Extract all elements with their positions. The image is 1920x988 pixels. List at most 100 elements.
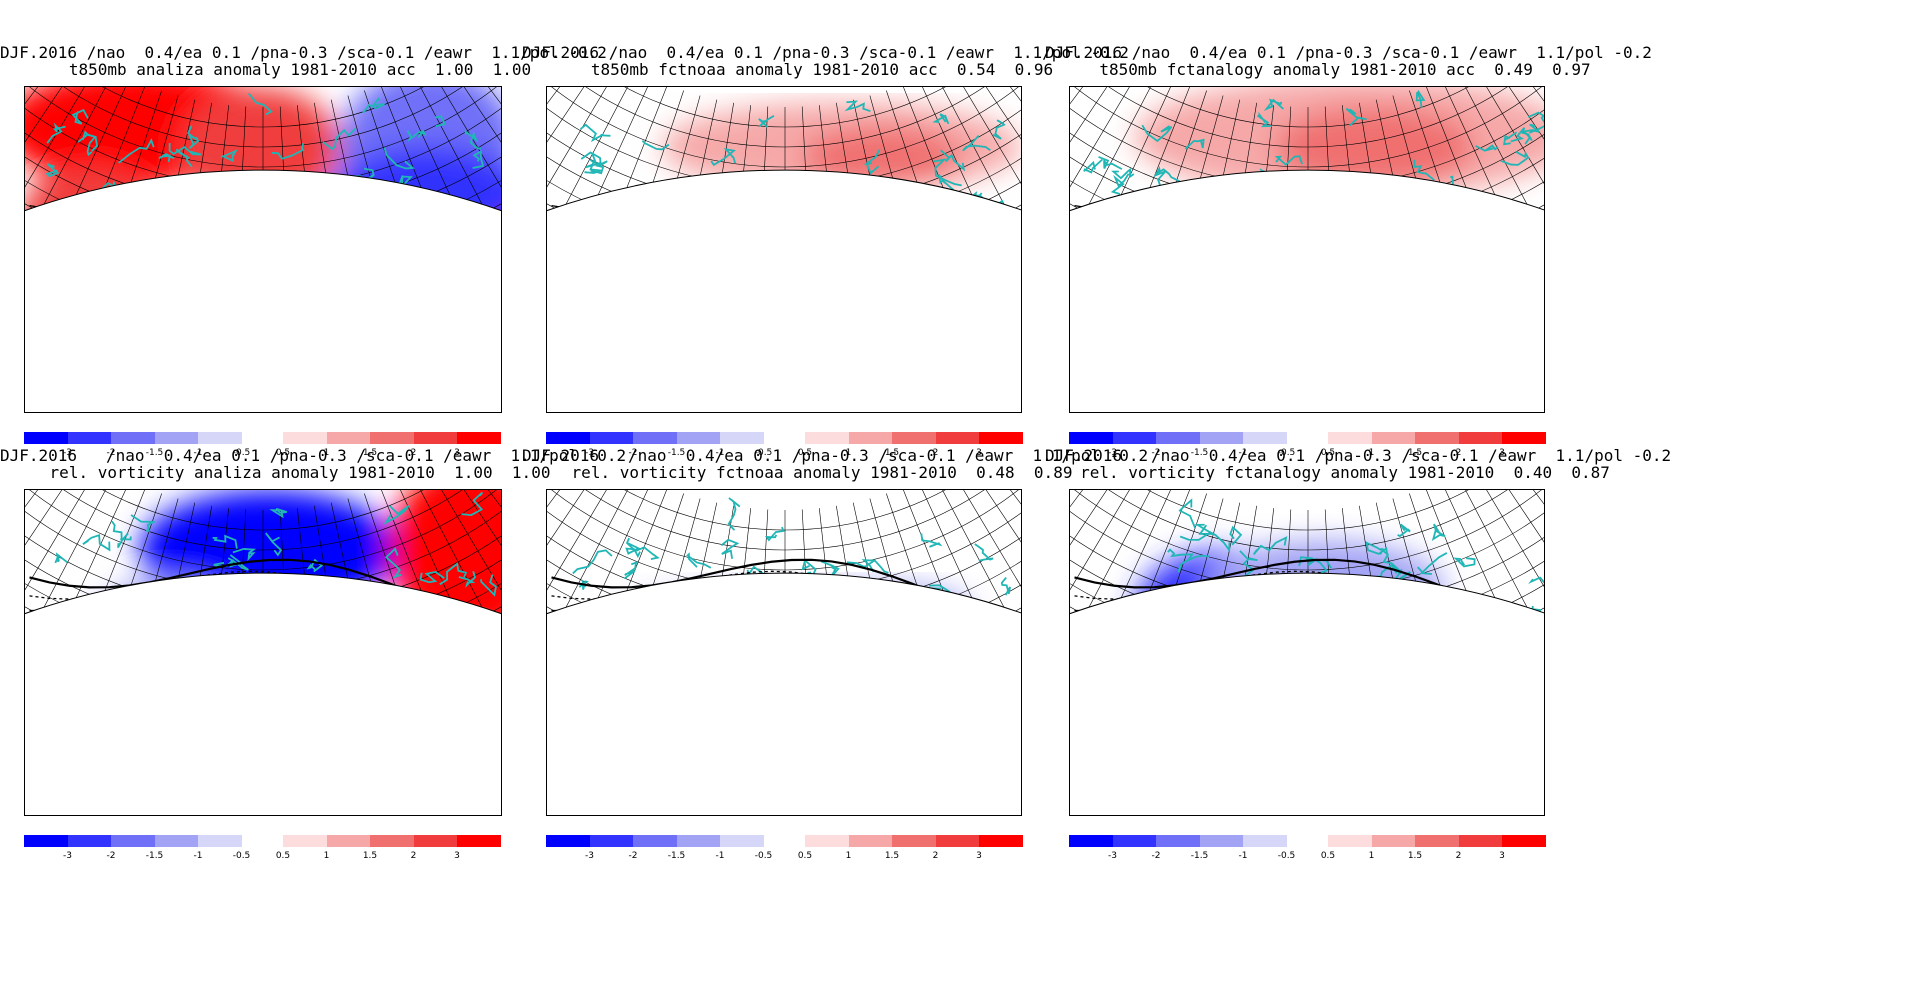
- anomaly-region: [1114, 257, 1355, 337]
- colorbar-tick-label: 0.5: [275, 448, 291, 458]
- colorbar-swatch: [720, 835, 764, 847]
- colorbar-swatch: [589, 432, 633, 444]
- panel-title-line2: t850mb fctnoaa anomaly 1981-2010 acc 0.5…: [590, 60, 1054, 79]
- colorbar-tick-label: -0.5: [1277, 448, 1296, 458]
- map-panel-6: DJF.2016 /nao 0.4/ea 0.1 /pna-0.3 /sca-0…: [1045, 403, 1671, 861]
- colorbar-swatch: [457, 432, 501, 444]
- colorbar-swatch: [805, 432, 849, 444]
- graticule: [547, 490, 1021, 742]
- anomaly-region: [189, 257, 370, 339]
- colorbar-tick-label: -1.5: [1190, 851, 1209, 861]
- colorbar-swatch: [370, 835, 414, 847]
- colorbar-swatch: [1199, 432, 1243, 444]
- colorbar-swatch: [1458, 432, 1502, 444]
- colorbar-tick-label: 1: [845, 448, 852, 458]
- colorbar-tick-label: 2: [410, 851, 417, 861]
- colorbar-tick-label: 1: [1368, 851, 1375, 861]
- colorbar-swatch: [633, 432, 677, 444]
- colorbar-swatch: [546, 835, 590, 847]
- colorbar-tick-label: 3: [1499, 851, 1505, 861]
- colorbar-swatch: [1458, 835, 1502, 847]
- anomaly-shading: [29, 490, 501, 742]
- colorbar-tick-label: -1: [1238, 448, 1248, 458]
- colorbar-swatch: [111, 835, 155, 847]
- map-plot-area: [1069, 489, 1545, 816]
- anomaly-region: [309, 147, 501, 307]
- anomaly-region: [1124, 730, 1525, 742]
- colorbar-swatch: [1371, 432, 1415, 444]
- colorbar-swatch: [848, 432, 892, 444]
- panel-title-line2: rel. vorticity analiza anomaly 1981-2010…: [49, 463, 551, 482]
- anomaly-region: [359, 630, 501, 742]
- colorbar-swatch: [1415, 432, 1459, 444]
- colorbar-tick-label: 2: [1455, 448, 1462, 458]
- colorbar-tick-label: -1.5: [667, 448, 686, 458]
- panel-title-line2: t850mb fctanalogy anomaly 1981-2010 acc …: [1099, 60, 1591, 79]
- panel-title-line1: DJF.2016 /nao 0.4/ea 0.1 /pna-0.3 /sca-0…: [522, 446, 1149, 465]
- map-panel-3: DJF.2016 /nao 0.4/ea 0.1 /pna-0.3 /sca-0…: [1045, 0, 1652, 458]
- map-plot-area: [546, 489, 1022, 816]
- colorbar-tick-label: -2: [106, 851, 116, 861]
- anomaly-region: [25, 167, 160, 267]
- colorbar-swatch: [283, 835, 327, 847]
- colorbar-tick-label: -1: [715, 851, 725, 861]
- colorbar-tick-label: -1.5: [145, 448, 164, 458]
- colorbar-tick-label: -0.5: [754, 851, 773, 861]
- colorbar-tick-label: 2: [1455, 851, 1462, 861]
- anomaly-region: [89, 580, 250, 680]
- colorbar-swatch: [633, 835, 677, 847]
- anomaly-region: [299, 227, 420, 307]
- anomaly-region: [1084, 650, 1265, 742]
- colorbar-swatch: [326, 432, 370, 444]
- colorbar-tick-label: -2: [106, 448, 116, 458]
- colorbar-tick-label: 1: [845, 851, 852, 861]
- colorbar: -3 -2 -1.5 -1 -0.5 0.5 1 1.5 2 3: [546, 835, 1136, 865]
- colorbar-swatch: [892, 432, 936, 444]
- colorbar-tick-label: 2: [410, 448, 417, 458]
- colorbar-swatch: [848, 835, 892, 847]
- colorbar-tick-label: -0.5: [232, 448, 251, 458]
- colorbar-swatch: [283, 432, 327, 444]
- map-boundary: [1070, 572, 1544, 615]
- colorbar-swatch: [1156, 432, 1200, 444]
- colorbar-tick-label: -2: [1151, 851, 1161, 861]
- map-svg: [25, 490, 501, 742]
- contour-lines: [29, 558, 501, 742]
- colorbar-swatch: [154, 432, 198, 444]
- map-svg: [25, 87, 501, 339]
- colorbar-tick-label: 1.5: [884, 448, 900, 458]
- map-svg: [547, 87, 1021, 339]
- colorbar-swatch: [546, 432, 590, 444]
- colorbar-swatch: [24, 835, 68, 847]
- map-plot-area: [24, 86, 502, 413]
- map-svg: [1070, 490, 1544, 742]
- colorbar-tick-label: -1: [193, 851, 203, 861]
- colorbar-swatch: [457, 835, 501, 847]
- colorbar-swatch: [24, 432, 68, 444]
- colorbar-tick-label: 2: [932, 851, 939, 861]
- colorbar-swatch: [720, 432, 764, 444]
- colorbar-swatch: [413, 432, 457, 444]
- colorbar-swatch: [1199, 835, 1243, 847]
- colorbar-swatch: [805, 835, 849, 847]
- colorbar-swatch: [935, 432, 979, 444]
- colorbar-tick-label: -0.5: [232, 851, 251, 861]
- graticule: [1070, 490, 1544, 742]
- panel-title-line1: DJF.2016 /nao 0.4/ea 0.1 /pna-0.3 /sca-0…: [0, 446, 627, 465]
- colorbar-tick-label: 3: [1499, 448, 1505, 458]
- colorbar-swatch: [676, 432, 720, 444]
- map-plot-area: [546, 86, 1022, 413]
- anomaly-shading: [1114, 87, 1544, 339]
- colorbar-tick-label: -2: [1151, 448, 1161, 458]
- colorbar-swatch: [67, 432, 111, 444]
- map-boundary: [547, 572, 1021, 615]
- colorbar-tick-label: 1: [323, 851, 330, 861]
- colorbar-tick-label: 1.5: [362, 851, 378, 861]
- anomaly-region: [1494, 690, 1544, 742]
- colorbar-swatch: [370, 432, 414, 444]
- anomaly-region: [499, 670, 501, 742]
- colorbar-tick-label: -1.5: [145, 851, 164, 861]
- colorbar-tick-label: 3: [976, 448, 982, 458]
- coastlines: [572, 497, 1021, 742]
- colorbar-tick-label: 3: [454, 851, 460, 861]
